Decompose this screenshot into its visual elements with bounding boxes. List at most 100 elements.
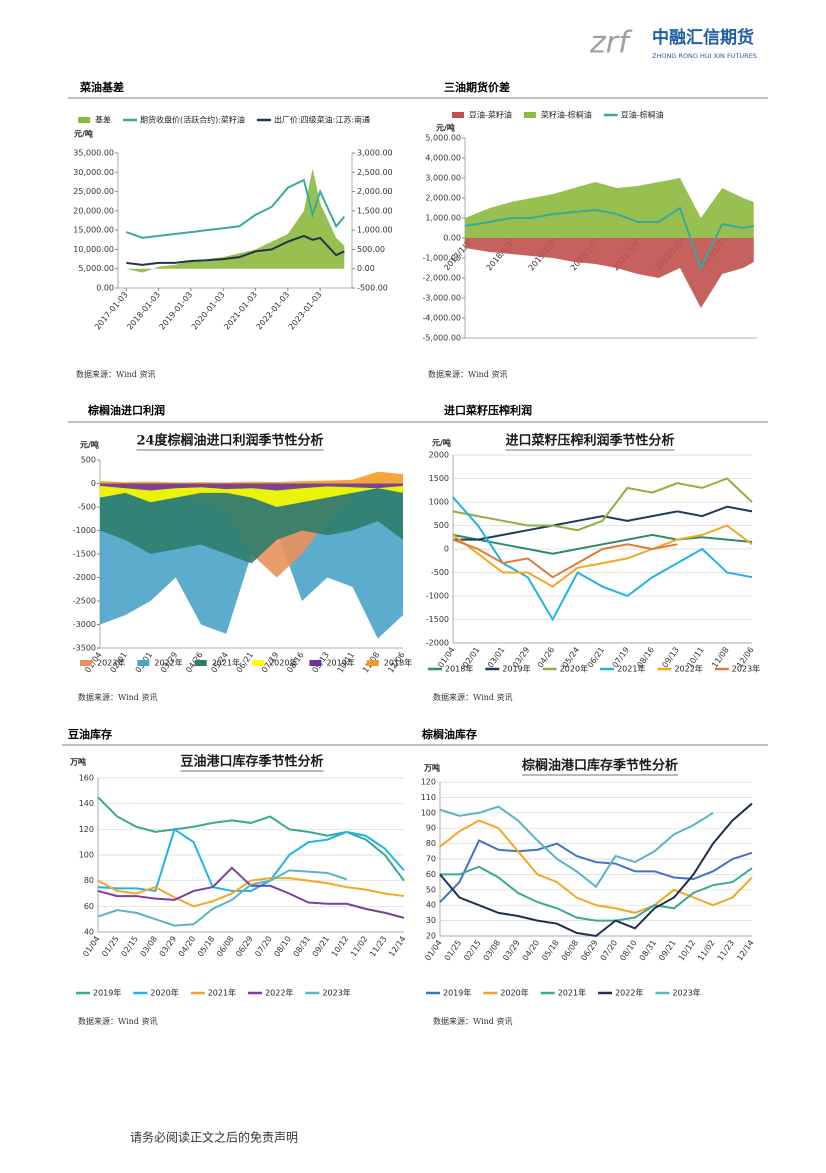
y-axis-unit: 元/吨 (74, 129, 93, 139)
legend-swatch (252, 660, 265, 666)
y-tick-label: 30 (426, 916, 436, 925)
series-line (439, 805, 714, 889)
chart-title: 豆油港口库存季节性分析 (180, 754, 323, 770)
logo-text: 中融汇信期货 (652, 27, 754, 48)
legend-label: 2020年 (269, 658, 297, 668)
legend-label: 豆油-菜籽油 (469, 110, 512, 120)
legend-label: 2021年 (558, 988, 586, 998)
legend-label: 2019年 (502, 664, 530, 674)
y-tick-label: -1500 (426, 615, 449, 624)
y-tick-label: 5,000.00 (78, 264, 114, 273)
y-tick-label: 20,000.00 (73, 206, 114, 215)
y-tick-label: 2000 (429, 451, 449, 460)
y2-tick-label: 500.00 (357, 245, 385, 254)
series-line (440, 865, 753, 922)
y-tick-label: 500 (81, 456, 96, 465)
series-area (100, 483, 403, 491)
legend-swatch (80, 660, 92, 666)
y-tick-label: 20 (426, 932, 436, 941)
logo-sub: ZHONG RONG HUI XIN FUTURES (652, 52, 757, 60)
y-tick-label: 0.00 (96, 284, 114, 293)
y2-tick-label: 1,500.00 (357, 206, 393, 215)
legend-label: 2021年 (208, 988, 236, 998)
data-source: 数据来源：Wind 资讯 (76, 369, 155, 379)
legend-label: 2023年 (97, 658, 125, 668)
y-tick-label: 40 (426, 901, 436, 910)
legend-label: 基差 (95, 115, 111, 125)
legend-label: 2020年 (500, 988, 528, 998)
y-tick-label: 90 (426, 824, 436, 833)
y-tick-label: 1,000.00 (425, 214, 461, 223)
y-tick-label: -5,000.00 (422, 334, 461, 343)
series-area (100, 471, 403, 484)
y-tick-label: -3000 (73, 620, 96, 629)
legend-label: 豆油-棕榈油 (621, 110, 664, 120)
series-line (452, 477, 753, 532)
legend-label: 2022年 (615, 988, 643, 998)
legend-label: 期货收盘价(活跃合约):菜籽油 (140, 115, 245, 125)
y-axis-unit: 万吨 (69, 757, 86, 767)
y-tick-label: -500 (78, 503, 96, 512)
y-tick-label: 0.00 (443, 234, 461, 243)
legend-swatch (309, 660, 322, 666)
series-line (126, 234, 345, 266)
section-heading: 三油期货价差 (444, 80, 510, 94)
legend-swatch (137, 660, 150, 666)
legend-label: 2021年 (212, 658, 240, 668)
data-source: 数据来源：Wind 资讯 (78, 692, 157, 702)
series-line (439, 802, 753, 938)
series-line (439, 819, 753, 914)
series-area (465, 238, 754, 308)
series-line (452, 524, 753, 588)
y-tick-label: -3,000.00 (422, 294, 461, 303)
y-tick-label: -1000 (426, 592, 449, 601)
legend-label: 2022年 (154, 658, 182, 668)
y-tick-label: 160 (79, 774, 94, 783)
legend-label: 2023年 (322, 988, 350, 998)
y-tick-label: 80 (426, 839, 436, 848)
y2-tick-label: 2,000.00 (357, 187, 393, 196)
legend-label: 2023年 (672, 988, 700, 998)
chart-title: 进口菜籽压榨利润季节性分析 (505, 433, 674, 449)
y-axis-unit: 元/吨 (436, 123, 455, 133)
legend-label: 2019年 (443, 988, 471, 998)
section-heading: 豆油库存 (68, 727, 112, 741)
y-tick-label: 30,000.00 (73, 168, 114, 177)
y-tick-label: 120 (79, 825, 94, 834)
y-tick-label: 50 (426, 885, 436, 894)
series-line (453, 505, 753, 541)
series-area (100, 483, 403, 507)
y-tick-label: 2,000.00 (425, 194, 461, 203)
logo-mark: zrf (589, 26, 633, 61)
y-tick-label: 25,000.00 (73, 187, 114, 196)
data-source: 数据来源：Wind 资讯 (433, 1016, 512, 1026)
y-axis-unit: 元/吨 (80, 440, 99, 450)
data-source: 数据来源：Wind 资讯 (428, 369, 507, 379)
legend-swatch (194, 660, 207, 666)
y-tick-label: -1000 (73, 526, 96, 535)
y-tick-label: 120 (421, 778, 436, 787)
y-tick-label: 60 (426, 870, 436, 879)
chart-title: 24度棕榈油进口利润季节性分析 (136, 433, 323, 449)
y-tick-label: 0 (91, 479, 96, 488)
legend-label: 2020年 (150, 988, 178, 998)
legend-swatch (366, 660, 379, 666)
y-tick-label: 500 (434, 521, 449, 530)
series-line (97, 869, 347, 927)
y-tick-label: 80 (84, 876, 94, 885)
y-tick-label: 15,000.00 (73, 226, 114, 235)
y-tick-label: -3500 (73, 644, 96, 653)
y2-tick-label: 2,500.00 (357, 168, 393, 177)
y-tick-label: 0 (444, 545, 449, 554)
y-tick-label: 70 (426, 855, 436, 864)
series-line (97, 796, 405, 882)
chart-title: 棕榈油港口库存季节性分析 (521, 758, 678, 774)
y2-tick-label: 3,000.00 (357, 149, 393, 158)
y-tick-label: -2000 (73, 573, 96, 582)
section-heading: 棕榈油进口利润 (87, 403, 165, 417)
series-line (464, 206, 754, 271)
section-heading: 进口菜籽压榨利润 (444, 403, 532, 417)
legend-swatch (523, 112, 536, 118)
